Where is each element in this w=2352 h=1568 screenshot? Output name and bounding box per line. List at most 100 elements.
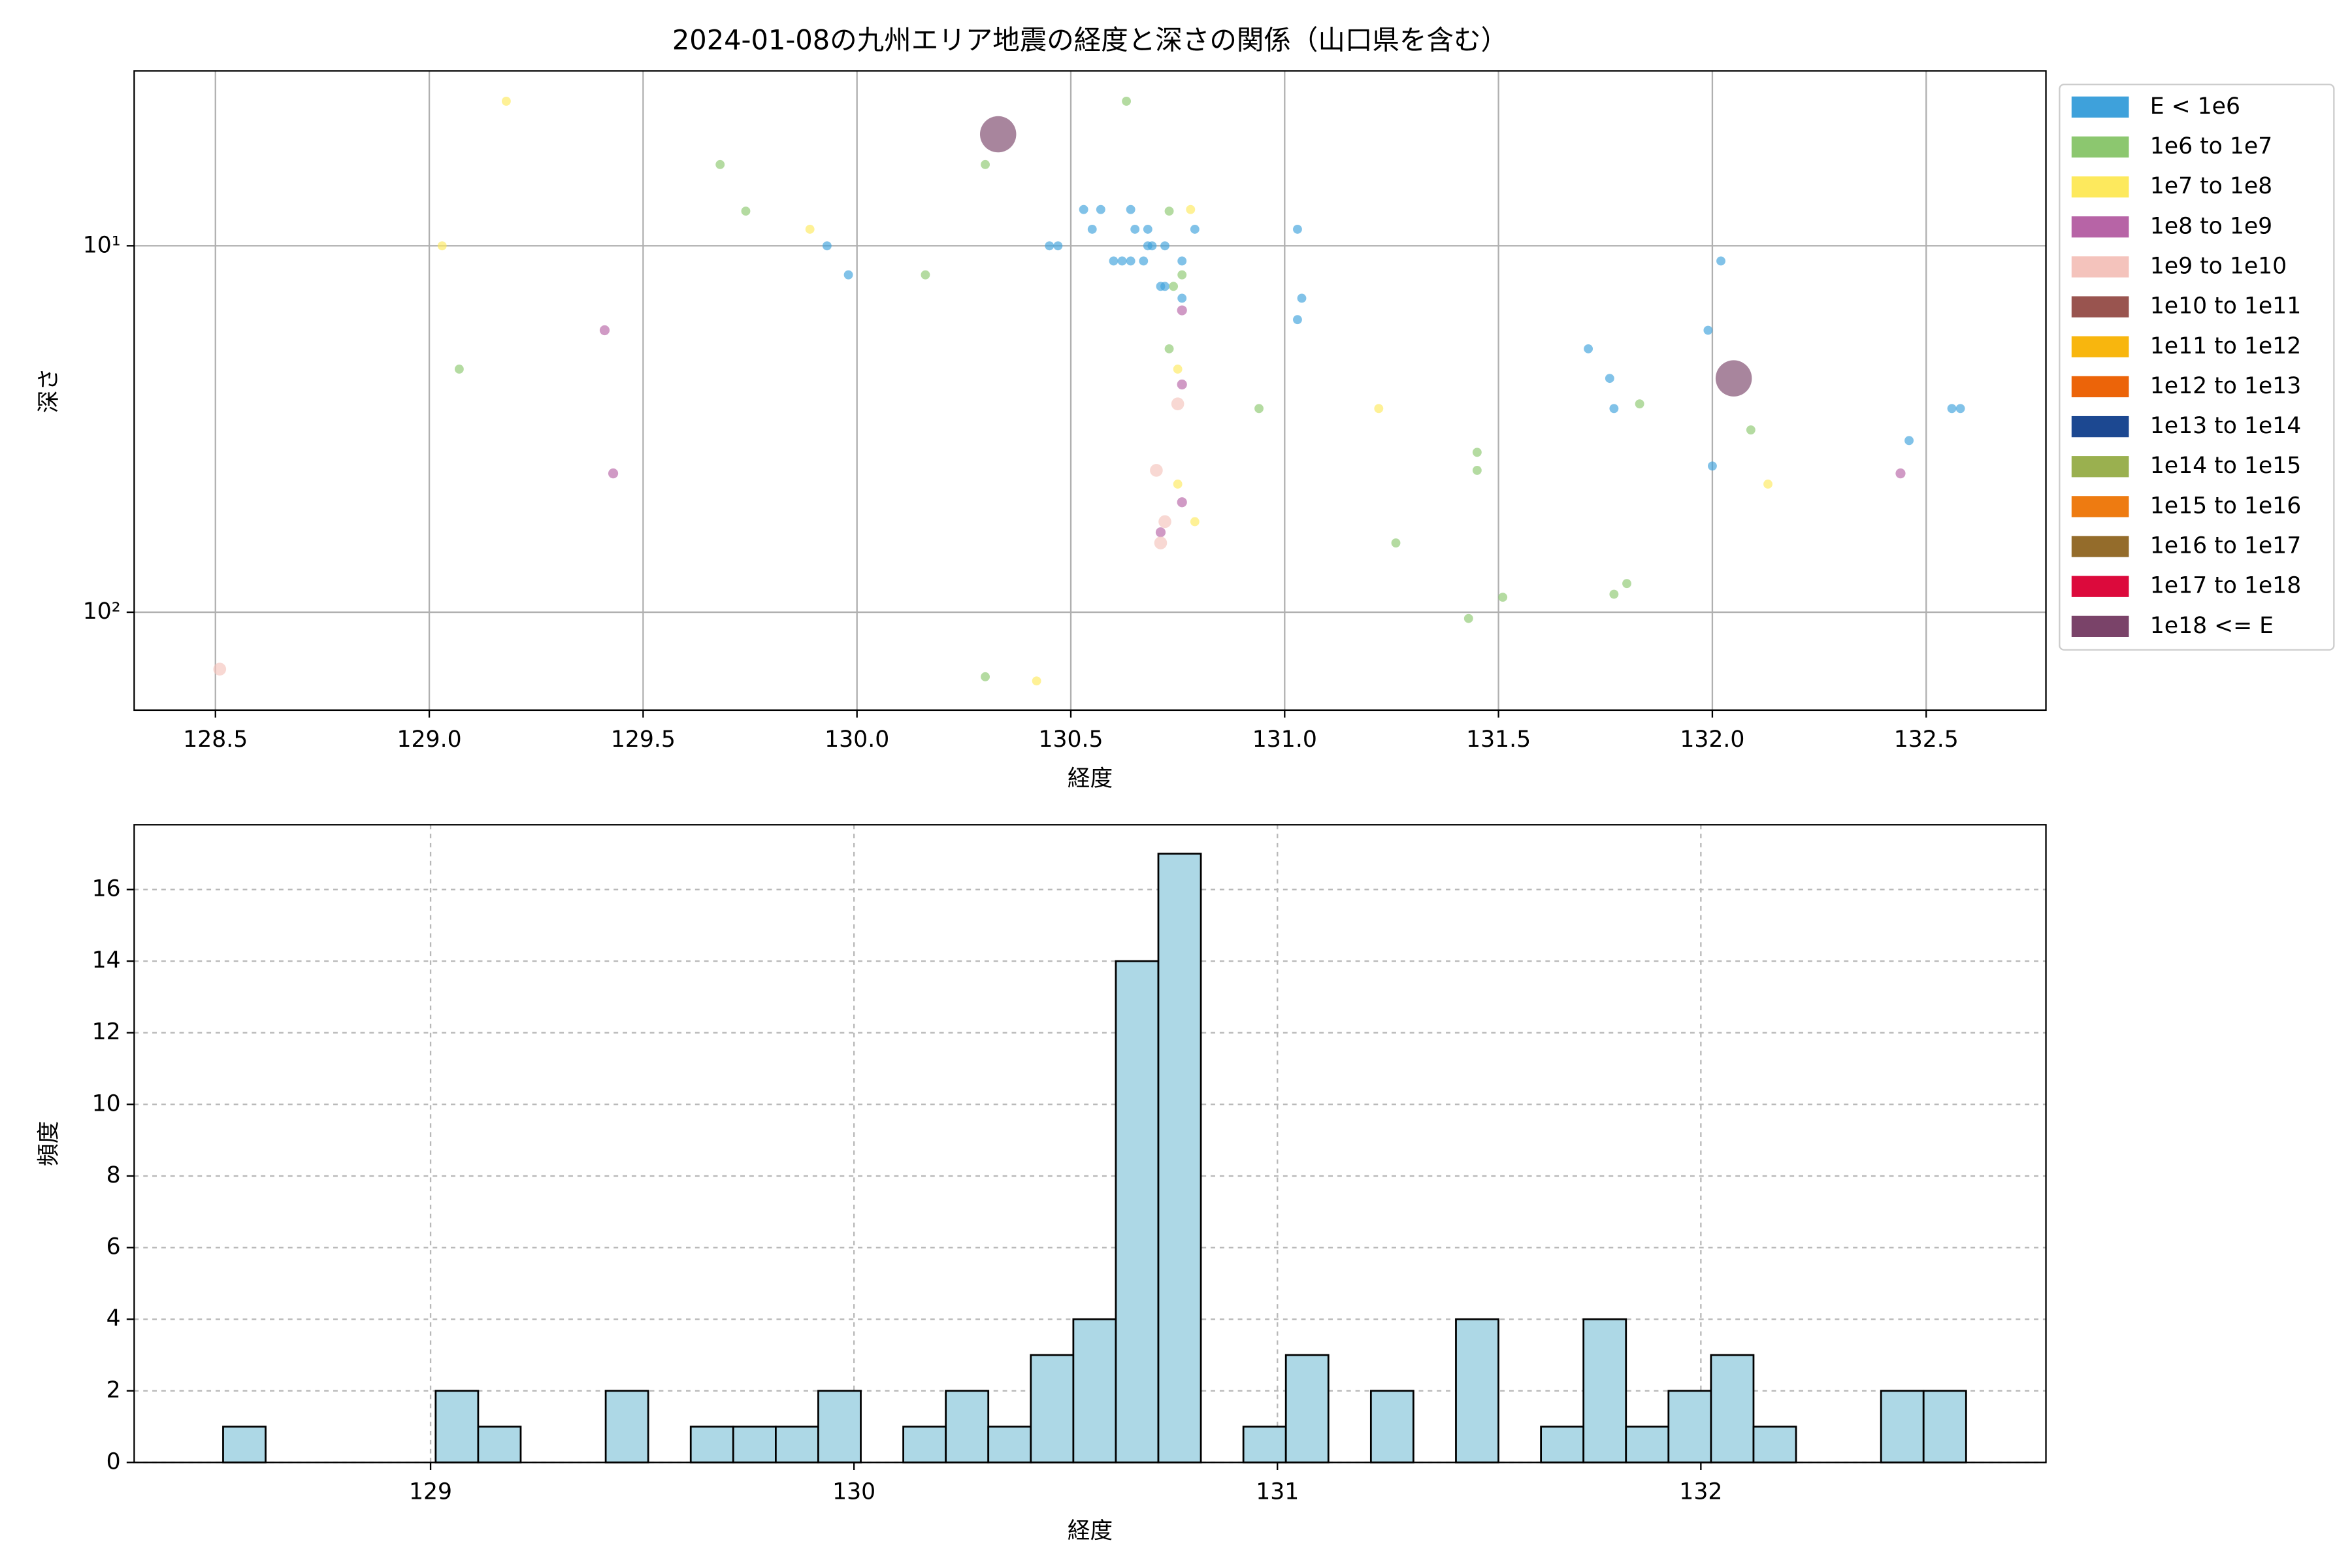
histogram-bar [604, 1390, 649, 1463]
scatter-point [1904, 436, 1914, 446]
histogram-bar [1242, 1426, 1287, 1463]
scatter-point [608, 468, 619, 479]
histogram-bar [902, 1426, 947, 1463]
x-tick-label: 130.5 [1038, 727, 1103, 753]
legend-label: 1e6 to 1e7 [2150, 133, 2272, 159]
scatter-point [1605, 374, 1614, 384]
x-tick-label: 129.5 [611, 727, 676, 753]
histogram-bar [817, 1390, 862, 1463]
y-tick-label: 4 [106, 1305, 121, 1331]
scatter-point [1177, 270, 1187, 280]
scatter-point [1130, 224, 1140, 234]
x-tick-label: 129 [409, 1479, 452, 1505]
x-axis-label: 経度 [1068, 1518, 1113, 1544]
legend-label: 1e14 to 1e15 [2150, 453, 2301, 479]
x-tick-label: 131 [1256, 1479, 1299, 1505]
histogram-bar [434, 1390, 480, 1463]
histogram-bar [1157, 853, 1202, 1463]
histogram-bar [1880, 1390, 1925, 1463]
scatter-point [1947, 404, 1957, 414]
legend-swatch [2071, 256, 2129, 278]
legend-label: 1e15 to 1e16 [2150, 493, 2301, 519]
x-axis-label: 経度 [1068, 766, 1113, 792]
histogram-bar [1369, 1390, 1414, 1463]
scatter-point [501, 96, 511, 106]
plot-frame [133, 70, 2047, 711]
scatter-point [1955, 404, 1965, 414]
legend-swatch [2071, 496, 2129, 517]
scatter-point [981, 672, 990, 681]
scatter-point [1045, 241, 1054, 251]
histogram-bar [1455, 1318, 1499, 1463]
plot-frame [133, 824, 2047, 1463]
scatter-point [1472, 466, 1482, 475]
scatter-point [1164, 344, 1174, 353]
histogram-bar [774, 1426, 819, 1463]
scatter-point [1155, 527, 1166, 538]
histogram-bar [1667, 1390, 1712, 1463]
y-tick-label: 0 [106, 1448, 121, 1475]
legend-swatch [2071, 416, 2129, 438]
scatter-point [1053, 241, 1063, 251]
legend-label: 1e9 to 1e10 [2150, 253, 2287, 279]
y-tick-label: 10 [92, 1090, 121, 1117]
legend-label: 1e18 <= E [2150, 613, 2274, 639]
legend-label: 1e17 to 1e18 [2150, 573, 2301, 599]
chart-title: 2024-01-08の九州エリア地震の経度と深さの関係（山口県を含む） [672, 24, 1508, 56]
histogram-bar [477, 1426, 522, 1463]
y-tick-label: 16 [92, 876, 121, 902]
histogram-bar [987, 1426, 1032, 1463]
y-tick-label: 12 [92, 1019, 121, 1045]
y-tick-label: 10² [83, 598, 121, 625]
histogram-bar [732, 1426, 777, 1463]
scatter-point [1160, 241, 1169, 251]
scatter-point [1109, 256, 1119, 266]
legend-label: 1e12 to 1e13 [2150, 373, 2301, 399]
histogram-bar [1710, 1354, 1755, 1463]
histogram-bar [222, 1426, 267, 1463]
legend-swatch [2071, 216, 2129, 238]
legend-label: 1e10 to 1e11 [2150, 293, 2301, 319]
scatter-point [1143, 224, 1152, 234]
scatter-point [1190, 224, 1200, 234]
scatter-point [1126, 256, 1135, 266]
scatter-point [1177, 379, 1187, 390]
scatter-point [1177, 293, 1187, 303]
scatter-point [1715, 360, 1752, 397]
scatter-point [1087, 224, 1097, 234]
histogram-bar [689, 1426, 734, 1463]
x-tick-label: 128.5 [183, 727, 248, 753]
scatter-point [1746, 425, 1756, 434]
x-tick-label: 132.0 [1680, 727, 1744, 753]
legend-swatch [2071, 176, 2129, 198]
y-tick-label: 10¹ [83, 232, 121, 258]
scatter-point [1154, 536, 1168, 549]
legend-swatch [2071, 576, 2129, 597]
scatter-point [981, 159, 990, 169]
x-tick-label: 129.0 [397, 727, 462, 753]
y-axis-label: 深さ [36, 368, 62, 413]
scatter-point [1763, 480, 1772, 489]
legend-swatch [2071, 456, 2129, 478]
legend-swatch [2071, 136, 2129, 158]
scatter-point [1177, 305, 1187, 316]
histogram-bar [1540, 1426, 1585, 1463]
legend-label: 1e7 to 1e8 [2150, 173, 2272, 199]
scatter-point [1463, 613, 1473, 623]
scatter-point [979, 116, 1017, 153]
legend-swatch [2071, 96, 2129, 118]
scatter-point [1708, 461, 1717, 471]
scatter-point [1117, 256, 1127, 266]
scatter-point [1293, 315, 1302, 325]
scatter-point [1173, 365, 1183, 374]
scatter-point [1895, 468, 1906, 479]
histogram-bar [1582, 1318, 1627, 1463]
scatter-point [921, 270, 930, 280]
scatter-point [1703, 325, 1713, 335]
histogram-bar [1115, 960, 1160, 1463]
scatter-point [1032, 676, 1041, 686]
scatter-point [1169, 282, 1179, 291]
scatter-point [1173, 480, 1183, 489]
histogram-bar [1922, 1390, 1967, 1463]
scatter-point [1164, 206, 1174, 216]
